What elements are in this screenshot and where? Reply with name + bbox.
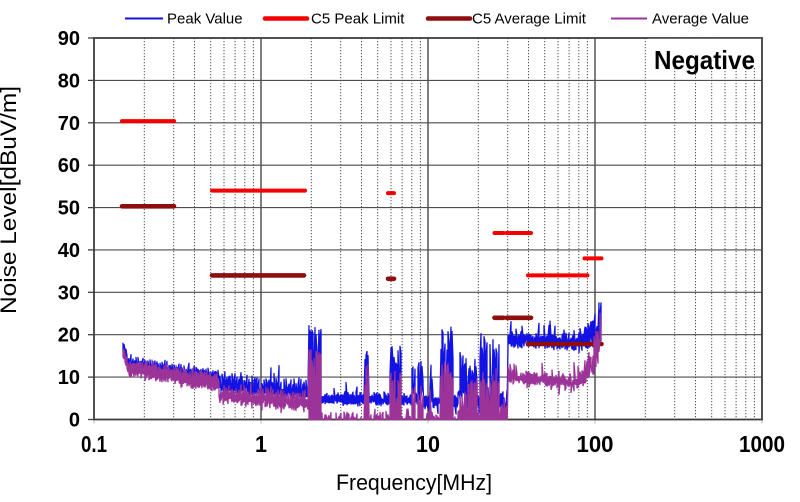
svg-text:1000: 1000 — [739, 431, 785, 457]
svg-text:Peak Value: Peak Value — [167, 11, 243, 28]
svg-text:Frequency[MHz]: Frequency[MHz] — [336, 470, 492, 495]
svg-text:60: 60 — [58, 155, 80, 177]
svg-text:Average Value: Average Value — [652, 11, 749, 28]
svg-text:30: 30 — [58, 282, 80, 304]
svg-text:80: 80 — [58, 70, 80, 92]
svg-text:0.1: 0.1 — [81, 431, 107, 457]
svg-text:Noise Level[dBuV/m]: Noise Level[dBuV/m] — [0, 86, 21, 314]
svg-text:70: 70 — [58, 113, 80, 135]
svg-text:Negative: Negative — [654, 45, 755, 75]
svg-text:10: 10 — [416, 431, 440, 457]
svg-text:C5 Peak Limit: C5 Peak Limit — [311, 11, 405, 28]
svg-text:100: 100 — [577, 431, 614, 457]
svg-text:50: 50 — [58, 198, 80, 220]
svg-text:90: 90 — [58, 28, 80, 50]
svg-text:20: 20 — [58, 325, 80, 347]
svg-text:0: 0 — [69, 410, 80, 432]
svg-text:1: 1 — [255, 431, 267, 457]
svg-text:10: 10 — [58, 367, 80, 389]
svg-text:40: 40 — [58, 240, 80, 262]
svg-text:C5 Average Limit: C5 Average Limit — [472, 11, 587, 28]
